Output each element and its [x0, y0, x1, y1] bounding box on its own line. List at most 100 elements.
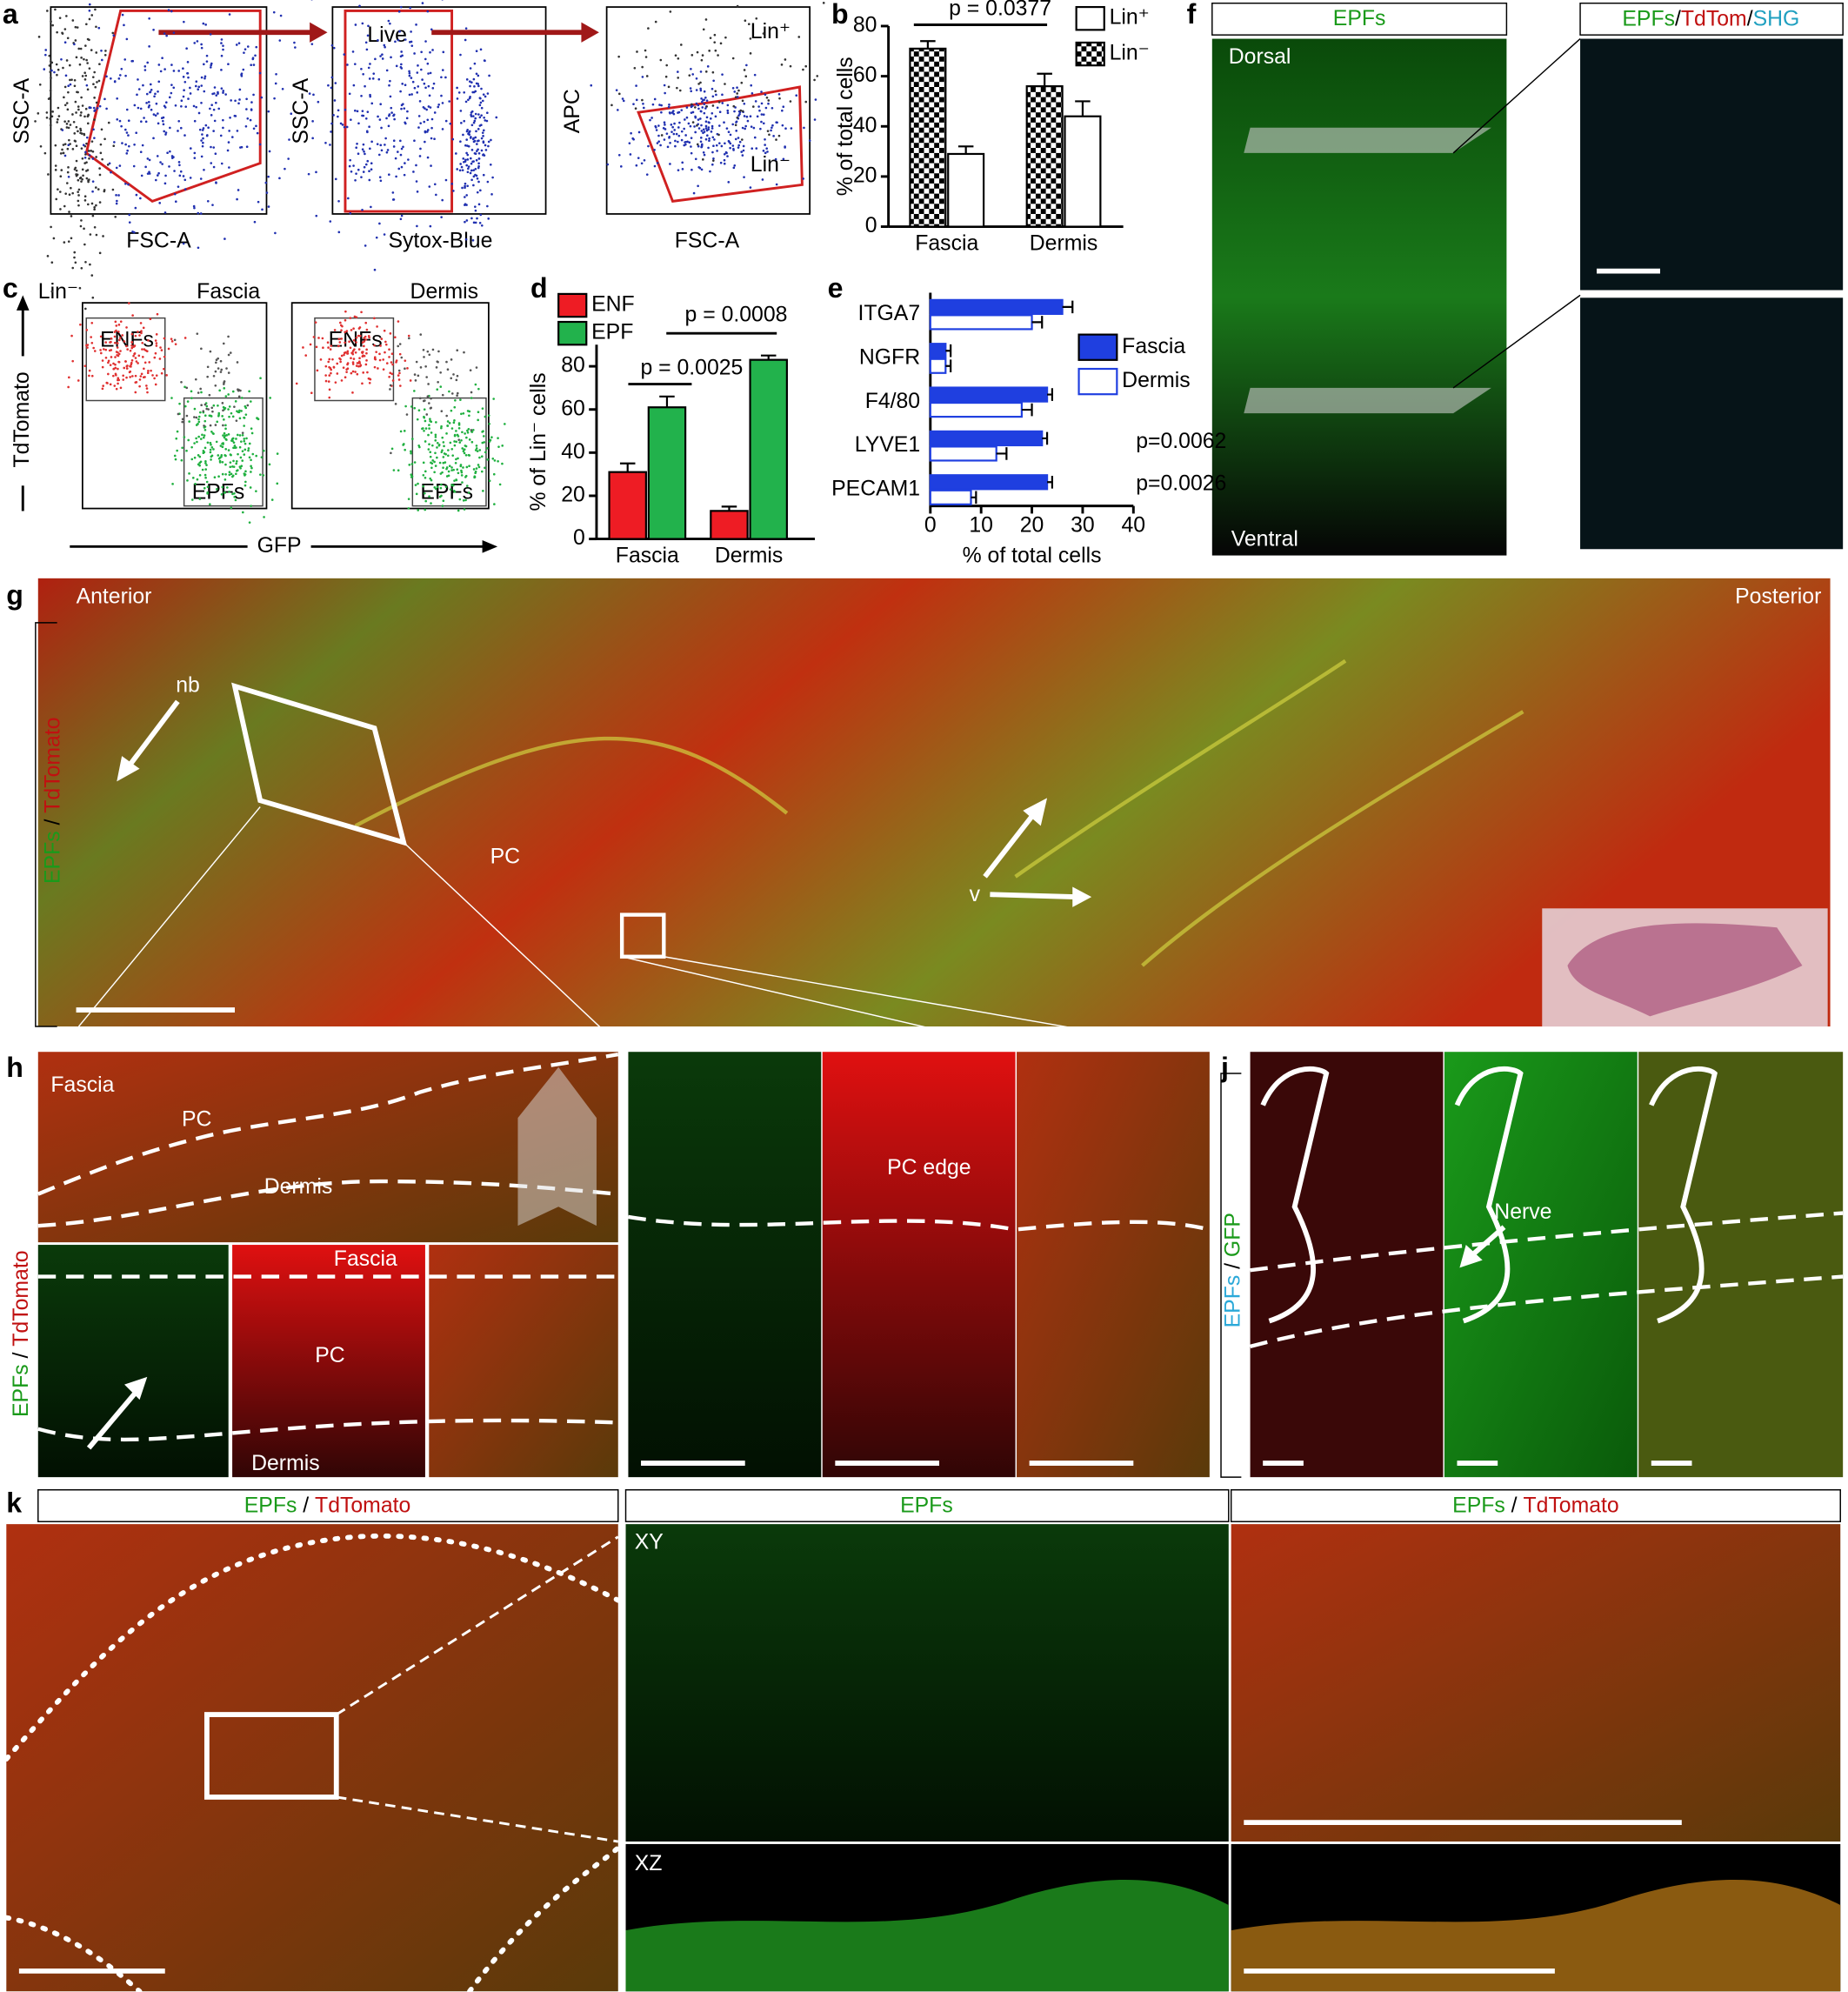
event-dot — [142, 84, 144, 87]
event-dot — [77, 204, 80, 207]
image — [1580, 297, 1844, 550]
event-dot — [495, 116, 498, 119]
event-dot — [402, 145, 404, 149]
event-dot — [113, 384, 117, 387]
event-dot — [143, 69, 147, 71]
event-dot — [399, 430, 403, 433]
event-dot — [137, 106, 140, 110]
event-dot — [714, 90, 717, 93]
event-dot — [450, 466, 453, 469]
event-dot — [429, 50, 431, 54]
event-dot — [688, 141, 691, 144]
panel-label: k — [6, 1487, 22, 1519]
event-dot — [357, 152, 360, 156]
event-dot — [248, 521, 251, 524]
event-dot — [95, 156, 97, 158]
x-tick-label: Dermis — [1030, 232, 1098, 256]
image-label: Nerve — [1494, 1200, 1551, 1224]
event-dot — [219, 445, 223, 447]
event-dot — [426, 118, 430, 122]
event-dot — [480, 224, 484, 227]
event-dot — [472, 184, 475, 187]
event-dot — [150, 88, 153, 91]
flow-plots-c: Lin⁻ Fascia Dermis ENFs EPFs ENFs EPFs T… — [10, 280, 498, 558]
event-dot — [143, 361, 147, 364]
event-dot — [383, 43, 386, 47]
error-bar — [1021, 403, 1033, 417]
y-tick-label: 20 — [561, 484, 585, 507]
event-dot — [384, 340, 387, 344]
event-dot — [438, 461, 442, 465]
event-dot — [105, 75, 108, 78]
event-dot — [344, 376, 347, 379]
event-dot — [492, 398, 495, 400]
event-dot — [157, 112, 159, 115]
event-dot — [364, 117, 368, 120]
image-title: EPFs — [1333, 7, 1386, 30]
event-dot — [190, 458, 194, 461]
arrow-head — [310, 22, 328, 43]
event-dot — [423, 120, 426, 124]
event-dot — [250, 108, 253, 111]
event-dot — [407, 507, 410, 510]
event-dot — [428, 353, 431, 357]
event-dot — [199, 177, 203, 180]
event-dot — [337, 231, 341, 234]
event-dot — [189, 92, 192, 95]
event-dot — [742, 144, 745, 148]
event-dot — [384, 144, 386, 146]
event-dot — [428, 424, 430, 426]
event-dot — [468, 130, 471, 133]
event-dot — [243, 438, 246, 440]
event-dot — [252, 93, 255, 97]
event-dot — [193, 416, 196, 418]
event-dot — [690, 54, 694, 57]
event-dot — [256, 131, 259, 135]
event-dot — [93, 205, 96, 209]
event-dot — [477, 162, 480, 165]
event-dot — [477, 464, 480, 466]
event-dot — [222, 126, 224, 130]
event-dot — [466, 153, 470, 157]
flow-plots-a: SSC-A FSC-A SSC-A Sytox-Blue Live APC FS… — [10, 6, 811, 253]
event-dot — [467, 167, 470, 170]
event-dot — [92, 106, 96, 110]
event-dot — [673, 122, 676, 125]
event-dot — [148, 45, 150, 48]
event-dot — [83, 227, 85, 231]
event-dot — [278, 177, 281, 180]
event-dot — [233, 114, 237, 117]
event-dot — [789, 64, 792, 68]
event-dot — [201, 144, 204, 148]
event-dot — [704, 137, 708, 141]
event-dot — [354, 178, 357, 182]
event-dot — [85, 344, 88, 347]
event-dot — [399, 65, 403, 69]
arrow-head — [124, 1376, 148, 1400]
event-dot — [463, 351, 465, 354]
event-dot — [111, 31, 115, 35]
event-dot — [155, 344, 158, 347]
event-dot — [772, 135, 775, 137]
image-label: v — [970, 883, 981, 906]
gate — [84, 9, 262, 203]
event-dot — [645, 173, 649, 176]
event-dot — [222, 383, 225, 385]
event-dot — [442, 461, 445, 465]
event-dot — [711, 159, 715, 162]
event-dot — [400, 147, 404, 150]
event-dot — [469, 80, 471, 84]
event-dot — [771, 124, 774, 127]
event-dot — [375, 236, 378, 239]
event-dot — [432, 82, 436, 85]
bar — [929, 343, 947, 359]
event-dot — [112, 374, 115, 378]
event-dot — [177, 119, 181, 123]
event-dot — [134, 357, 137, 359]
event-dot — [456, 394, 458, 398]
event-dot — [619, 165, 623, 168]
event-dot — [410, 463, 414, 465]
event-dot — [86, 346, 89, 349]
event-dot — [159, 346, 162, 349]
event-dot — [737, 144, 741, 147]
